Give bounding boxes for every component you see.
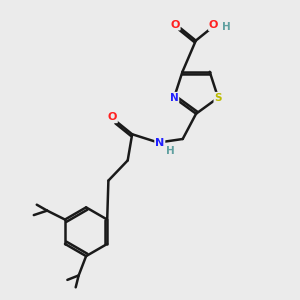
Text: S: S (214, 93, 222, 103)
Text: N: N (169, 93, 178, 103)
Text: O: O (209, 20, 218, 30)
Text: N: N (155, 138, 164, 148)
Text: H: H (222, 22, 231, 32)
Text: H: H (167, 146, 175, 157)
Text: O: O (170, 20, 180, 29)
Text: O: O (108, 112, 117, 122)
